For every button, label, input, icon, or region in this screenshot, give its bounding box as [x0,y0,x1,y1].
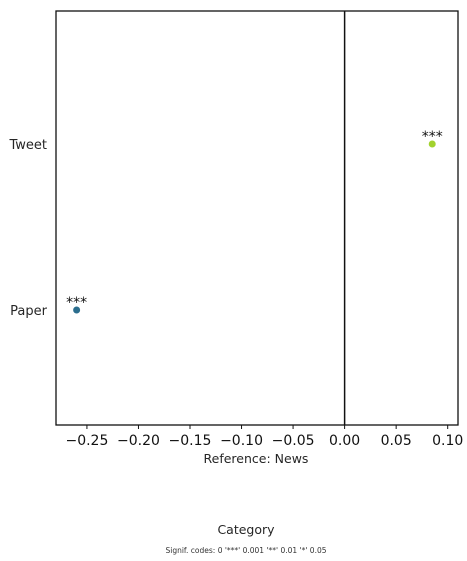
x-axis-title: Reference: News [204,451,309,466]
signif-codes-footnote: Signif. codes: 0 '***' 0.001 '**' 0.01 '… [165,546,326,555]
x-tick-label: 0.00 [329,433,360,449]
x-tick-label: −0.15 [169,433,212,449]
x-tick-label: −0.20 [117,433,160,449]
data-point-paper [73,306,81,314]
significance-label-tweet: *** [422,129,443,145]
x-tick-label: −0.10 [220,433,263,449]
x-tick-label: 0.05 [381,433,412,449]
significance-label-paper: *** [66,295,87,311]
x-tick-label: 0.10 [432,433,463,449]
plot-frame [55,10,459,426]
data-point-tweet [428,140,436,148]
y-category-label-tweet: Tweet [8,138,47,153]
x-tick-label: −0.05 [272,433,315,449]
y-category-label-paper: Paper [10,304,47,319]
legend-title: Category [217,522,275,537]
x-tick-label: −0.25 [65,433,108,449]
